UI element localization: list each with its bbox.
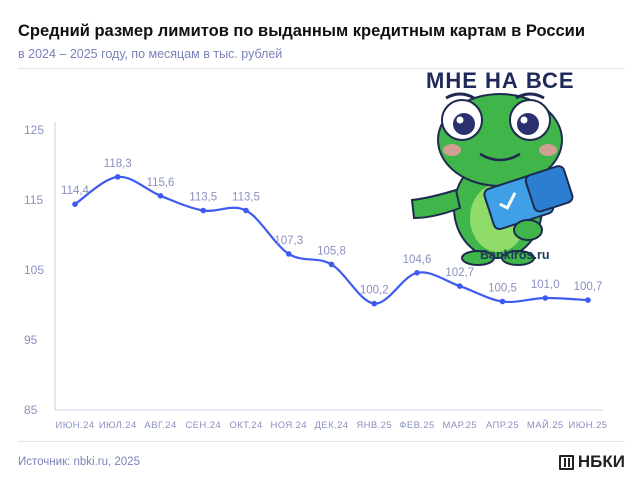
x-tick-label: ИЮЛ.24	[99, 420, 137, 431]
data-label: 113,5	[189, 192, 217, 204]
frog-illustration	[410, 92, 574, 266]
y-tick-label: 115	[24, 193, 43, 207]
data-point	[499, 298, 506, 305]
x-tick-label: АПР.25	[486, 420, 519, 431]
data-label: 115,6	[147, 177, 175, 189]
x-tick-label: МАЙ.25	[527, 419, 564, 431]
x-tick-label: СЕН.24	[185, 420, 221, 431]
data-label: 104,6	[403, 254, 432, 266]
data-point	[114, 174, 121, 180]
data-point	[585, 297, 591, 303]
data-point	[542, 295, 549, 301]
frog-sticker: МНЕ НА ВСЕ Bankiros.ru	[400, 58, 600, 273]
data-label: 114,4	[61, 185, 90, 197]
y-tick-label: 85	[24, 403, 38, 417]
data-point	[328, 261, 335, 268]
header-divider	[18, 68, 625, 69]
chart-subtitle: в 2024 – 2025 году, по месяцам в тыс. ру…	[18, 47, 283, 61]
source-note: Источник: nbki.ru, 2025	[18, 456, 140, 468]
nbki-logo-icon	[558, 454, 574, 470]
data-point	[414, 270, 420, 276]
brand-logo: НБКИ	[558, 452, 625, 472]
footer-divider	[18, 441, 625, 442]
data-label: 113,5	[232, 192, 260, 204]
data-label: 100,5	[488, 283, 517, 295]
x-tick-label: ФЕВ.25	[399, 420, 435, 431]
x-tick-label: ИЮН.25	[569, 420, 608, 431]
x-tick-label: ОКТ.24	[229, 420, 262, 431]
data-label: 118,3	[104, 158, 132, 170]
data-label: 105,8	[317, 245, 346, 257]
data-point	[200, 207, 207, 214]
brand-name: НБКИ	[577, 452, 625, 471]
data-point	[243, 207, 249, 214]
data-point	[72, 201, 78, 207]
data-label: 102,7	[445, 267, 474, 279]
sticker-slogan: МНЕ НА ВСЕ	[426, 68, 575, 93]
data-point	[371, 300, 378, 307]
sticker-caption: Bankiros.ru	[480, 248, 550, 262]
y-tick-label: 95	[24, 333, 38, 347]
x-tick-label: ЯНВ.25	[356, 420, 392, 431]
data-point	[456, 283, 463, 289]
chart-title: Средний размер лимитов по выданным креди…	[18, 22, 585, 40]
y-tick-label: 105	[24, 263, 44, 277]
data-label: 107,3	[274, 235, 303, 247]
x-tick-label: ИЮН.24	[56, 420, 95, 431]
data-point	[157, 193, 164, 199]
x-tick-label: ДЕК.24	[315, 420, 349, 431]
x-tick-label: АВГ.24	[144, 420, 176, 431]
x-tick-label: НОЯ.24	[270, 420, 307, 431]
data-point	[285, 251, 292, 257]
data-label: 100,7	[574, 281, 603, 293]
data-label: 100,2	[360, 285, 389, 297]
x-tick-label: МАР.25	[443, 420, 477, 431]
y-tick-label: 125	[24, 123, 44, 137]
data-label: 101,0	[531, 279, 560, 291]
